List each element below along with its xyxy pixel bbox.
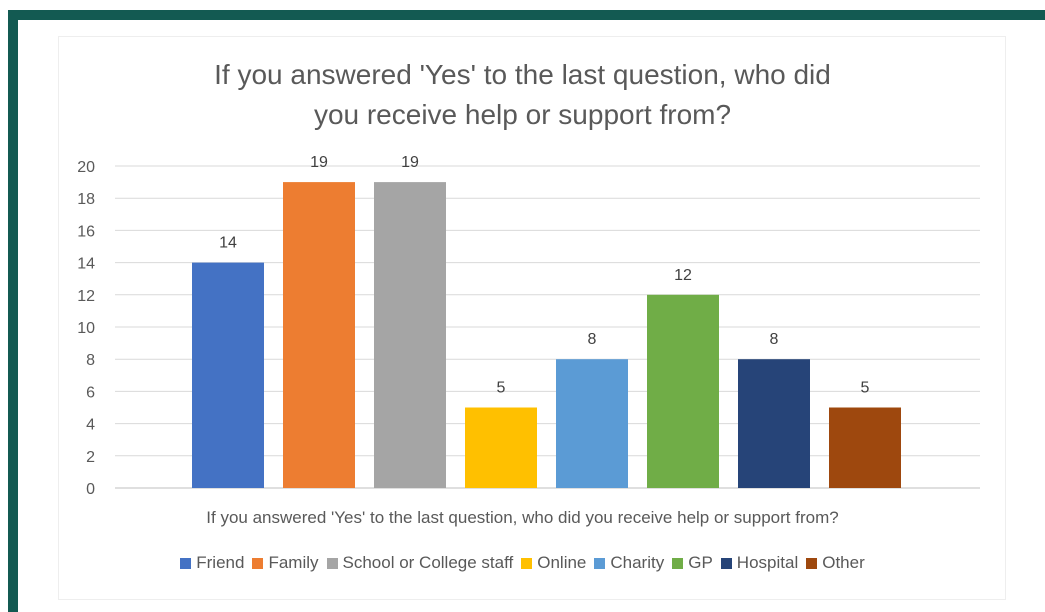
legend-swatch <box>672 557 684 569</box>
bar-gp <box>647 294 719 488</box>
legend-swatch <box>252 557 264 569</box>
legend-swatch <box>720 557 732 569</box>
y-tick-label: 16 <box>77 223 95 240</box>
data-label: 14 <box>219 235 237 252</box>
y-tick-label: 20 <box>77 159 95 176</box>
data-label: 12 <box>674 267 692 284</box>
chart-legend: Friend Family School or College staff Onlin… <box>0 553 1045 573</box>
y-tick-label: 2 <box>86 449 95 466</box>
legend-label: Family <box>268 553 319 572</box>
legend-item: Other <box>806 553 865 573</box>
legend-swatch <box>594 557 606 569</box>
y-tick-label: 0 <box>86 481 95 498</box>
legend-label: Online <box>537 553 587 572</box>
data-label: 5 <box>861 380 870 397</box>
legend-item: Charity <box>594 553 664 573</box>
bar-online <box>465 407 537 488</box>
legend-item: School or College staff <box>326 553 514 573</box>
chart-title: If you answered 'Yes' to the last questi… <box>0 55 1045 135</box>
legend-label: School or College staff <box>342 553 514 572</box>
legend-label: Friend <box>196 553 245 572</box>
data-label: 19 <box>401 154 419 171</box>
legend-swatch <box>180 557 192 569</box>
bar-charity <box>556 359 628 488</box>
bar-other <box>829 407 901 488</box>
data-label: 8 <box>588 331 597 348</box>
legend-swatch <box>521 557 533 569</box>
data-label: 19 <box>310 154 328 171</box>
chart-title-line-1: If you answered 'Yes' to the last questi… <box>214 59 831 90</box>
legend-label: Charity <box>610 553 665 572</box>
y-tick-label: 10 <box>77 320 95 337</box>
legend-label: Other <box>822 553 865 572</box>
chart-title-line-2: you receive help or support from? <box>313 99 732 130</box>
bar-family <box>283 182 355 488</box>
legend-item: GP <box>672 553 713 573</box>
legend-label: GP <box>688 553 713 572</box>
y-tick-label: 8 <box>86 352 95 369</box>
bar-school-or-college-staff <box>374 182 446 488</box>
data-label: 8 <box>770 331 779 348</box>
legend-item: Family <box>252 553 319 573</box>
bar-friend <box>192 262 264 488</box>
legend-item: Online <box>521 553 586 573</box>
legend-item: Hospital <box>720 553 799 573</box>
legend-swatch <box>806 557 818 569</box>
y-tick-label: 4 <box>86 417 95 434</box>
legend-item: Friend <box>180 553 244 573</box>
y-tick-label: 12 <box>77 288 95 305</box>
legend-swatch <box>326 557 338 569</box>
y-tick-label: 6 <box>86 384 95 401</box>
legend-label: Hospital <box>736 553 799 572</box>
y-tick-label: 18 <box>77 191 95 208</box>
y-tick-label: 14 <box>77 256 95 273</box>
x-axis-label: If you answered 'Yes' to the last questi… <box>206 508 839 527</box>
data-label: 5 <box>497 380 506 397</box>
bar-hospital <box>738 359 810 488</box>
